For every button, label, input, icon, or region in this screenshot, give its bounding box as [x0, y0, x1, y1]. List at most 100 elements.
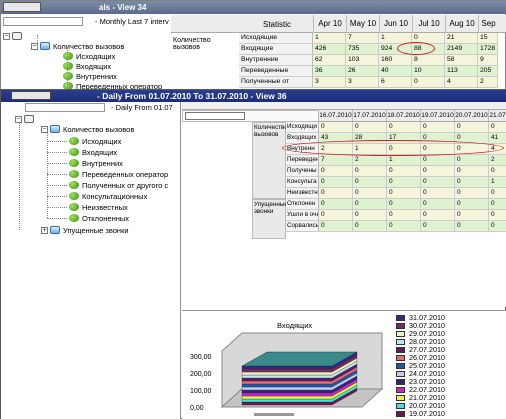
table-cell[interactable]: 1: [489, 177, 506, 188]
table-cell[interactable]: 0: [455, 155, 489, 166]
daily-tree-item-outgoing[interactable]: Исходящих: [69, 136, 121, 146]
table-cell[interactable]: 7: [319, 155, 353, 166]
table-cell[interactable]: 1728: [478, 44, 498, 55]
monthly-path-input[interactable]: [3, 17, 83, 26]
table-cell[interactable]: 0: [319, 188, 353, 199]
table-cell[interactable]: 0: [353, 221, 387, 232]
column-header[interactable]: Apr 10: [313, 15, 346, 33]
table-cell[interactable]: 2149: [445, 44, 478, 55]
table-cell[interactable]: 0: [387, 221, 421, 232]
date-header[interactable]: 17.07.2010: [353, 110, 387, 121]
table-cell[interactable]: 0: [387, 177, 421, 188]
table-cell[interactable]: 0: [319, 199, 353, 210]
table-cell[interactable]: 0: [455, 188, 489, 199]
table-cell[interactable]: 41: [489, 133, 506, 144]
table-cell[interactable]: 1: [313, 33, 346, 44]
table-cell[interactable]: 7: [346, 33, 379, 44]
table-cell[interactable]: 0: [319, 166, 353, 177]
table-cell[interactable]: 2: [489, 155, 506, 166]
table-cell[interactable]: 62: [313, 55, 346, 66]
monthly-tree-item-outgoing[interactable]: Исходящих: [63, 51, 115, 61]
table-cell[interactable]: 36: [313, 66, 346, 77]
table-cell[interactable]: 0: [387, 122, 421, 133]
table-cell[interactable]: 0: [319, 122, 353, 133]
table-cell[interactable]: 0: [412, 77, 445, 88]
table-cell[interactable]: 0: [455, 210, 489, 221]
collapse-icon[interactable]: −: [3, 32, 10, 40]
table-cell[interactable]: 205: [478, 66, 498, 77]
table-cell[interactable]: 0: [319, 210, 353, 221]
table-cell[interactable]: 0: [455, 122, 489, 133]
daily-tree-item-consult[interactable]: Консультационных: [69, 191, 147, 201]
daily-filter-input[interactable]: [185, 112, 245, 120]
table-cell[interactable]: 10: [412, 66, 445, 77]
table-cell[interactable]: 0: [421, 155, 455, 166]
table-cell[interactable]: 1: [379, 33, 412, 44]
table-cell[interactable]: 426: [313, 44, 346, 55]
date-header[interactable]: 16.07.2010: [319, 110, 353, 121]
table-cell[interactable]: 0: [421, 199, 455, 210]
table-cell[interactable]: 0: [455, 166, 489, 177]
daily-path-input[interactable]: [25, 103, 105, 112]
monthly-tree-item-incoming[interactable]: Входящих: [63, 61, 111, 71]
table-cell[interactable]: 1: [387, 155, 421, 166]
table-cell[interactable]: 0: [421, 188, 455, 199]
table-cell[interactable]: 3: [313, 77, 346, 88]
collapse-icon[interactable]: −: [15, 115, 22, 123]
date-header[interactable]: 18.07.2010: [387, 110, 421, 121]
column-header[interactable]: Jul 10: [412, 15, 445, 33]
table-cell[interactable]: 0: [353, 188, 387, 199]
daily-tree-item-missed[interactable]: + Упущенные звонки: [41, 225, 129, 235]
collapse-icon[interactable]: −: [41, 125, 48, 133]
table-cell[interactable]: 4: [445, 77, 478, 88]
table-cell[interactable]: 0: [489, 221, 506, 232]
table-cell[interactable]: 0: [387, 166, 421, 177]
table-cell[interactable]: 160: [379, 55, 412, 66]
table-cell[interactable]: 0: [421, 177, 455, 188]
table-cell[interactable]: 0: [319, 177, 353, 188]
table-cell[interactable]: 0: [421, 210, 455, 221]
daily-tree-item-transferred[interactable]: Переведенных оператор: [69, 169, 168, 179]
table-cell[interactable]: 0: [353, 199, 387, 210]
date-header[interactable]: 19.07.2010: [421, 110, 455, 121]
column-header[interactable]: Sep: [478, 15, 498, 33]
column-header[interactable]: May 10: [346, 15, 379, 33]
table-cell[interactable]: 58: [445, 55, 478, 66]
monthly-view-titlebar[interactable]: als - View 34: [1, 1, 506, 14]
monthly-tree-root[interactable]: −: [3, 31, 25, 41]
daily-tree-item-calls[interactable]: − Количество вызовов: [41, 124, 135, 134]
table-row[interactable]: 36 26 40 10 113 205: [313, 66, 506, 77]
table-cell[interactable]: 0: [455, 177, 489, 188]
table-cell[interactable]: 0: [421, 166, 455, 177]
table-cell[interactable]: 2: [353, 155, 387, 166]
table-row[interactable]: 62 103 160 8 58 9: [313, 55, 506, 66]
table-cell[interactable]: 103: [346, 55, 379, 66]
table-cell[interactable]: 0: [353, 177, 387, 188]
table-cell[interactable]: 0: [489, 166, 506, 177]
daily-tree-item-received[interactable]: Полученных от другого с: [69, 180, 168, 190]
monthly-tree-item-transferred[interactable]: Переведенных оператор: [63, 81, 162, 91]
table-cell[interactable]: 0: [353, 122, 387, 133]
column-header[interactable]: Jun 10: [379, 15, 412, 33]
table-cell[interactable]: 15: [478, 33, 498, 44]
daily-tree-item-incoming[interactable]: Входящих: [69, 147, 117, 157]
table-cell[interactable]: 0: [387, 188, 421, 199]
table-cell[interactable]: 0: [421, 122, 455, 133]
daily-view-titlebar[interactable]: - Daily From 01.07.2010 To 31.07.2010 - …: [1, 90, 506, 102]
daily-tree-item-rejected[interactable]: Отклоненных: [69, 213, 129, 223]
monthly-tree-item-calls[interactable]: − Количество вызовов: [31, 41, 125, 51]
table-cell[interactable]: 0: [455, 221, 489, 232]
table-cell[interactable]: 3: [346, 77, 379, 88]
table-cell[interactable]: 0: [387, 210, 421, 221]
table-cell[interactable]: 21: [445, 33, 478, 44]
table-cell[interactable]: 0: [353, 166, 387, 177]
date-header[interactable]: 20.07.2010: [455, 110, 489, 121]
monthly-tree-item-internal[interactable]: Внутренних: [63, 71, 117, 81]
table-cell[interactable]: 0: [421, 221, 455, 232]
table-cell[interactable]: 0: [455, 199, 489, 210]
